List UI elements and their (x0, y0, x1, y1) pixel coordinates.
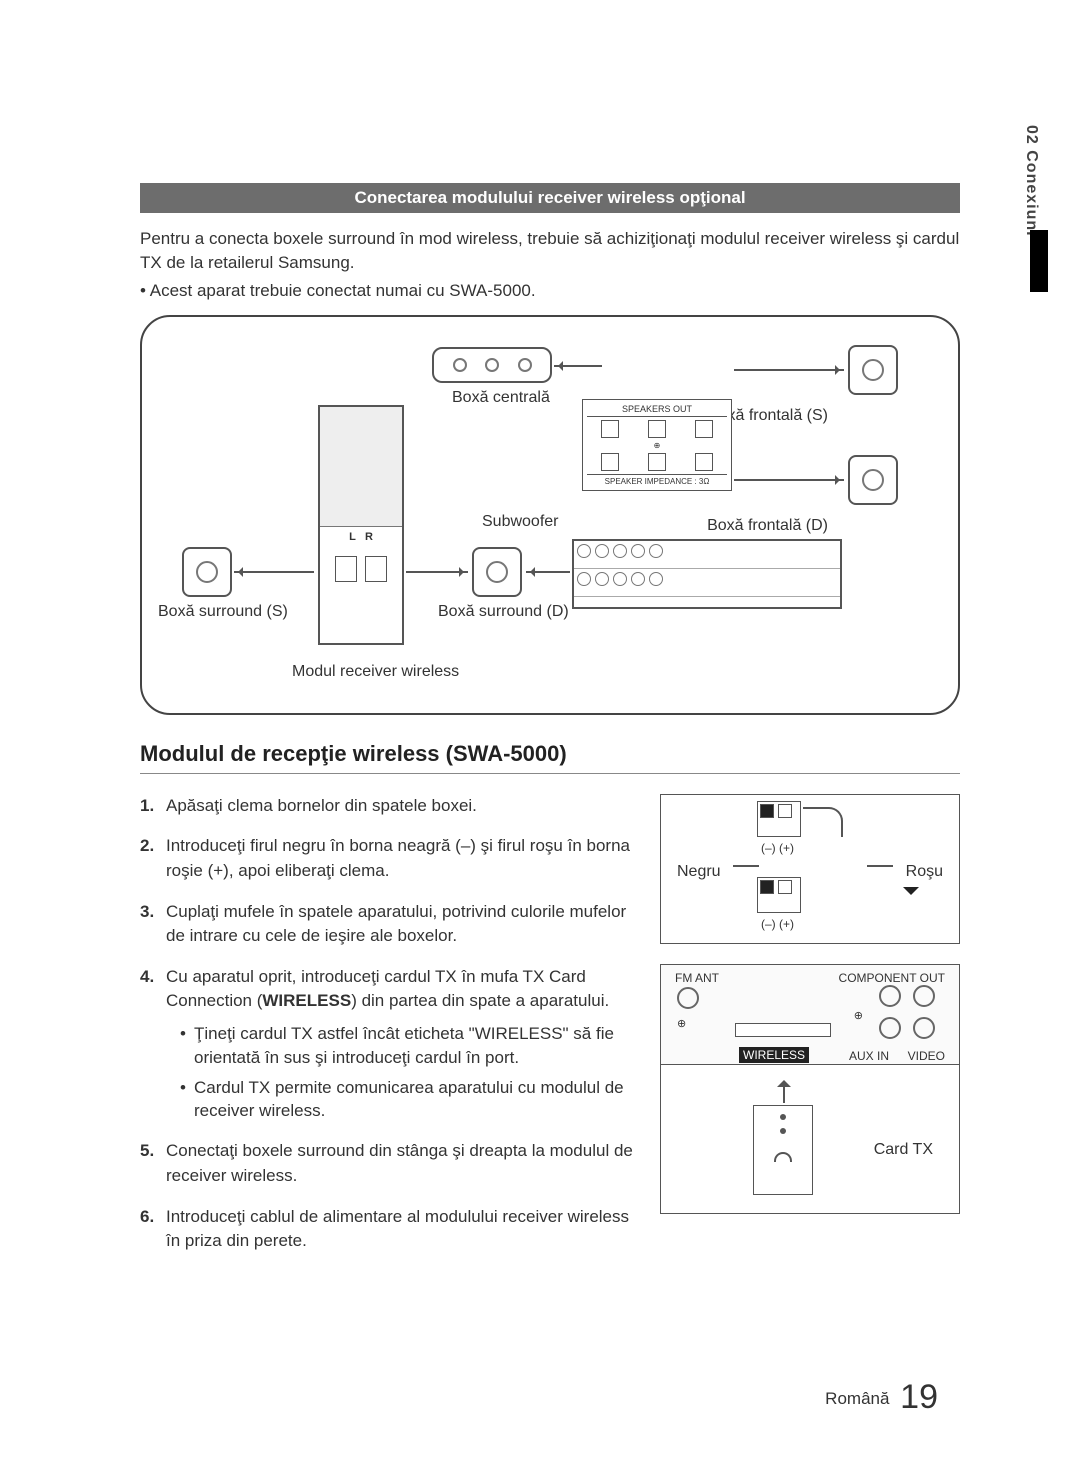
down-arrow-icon (903, 887, 919, 903)
front-s-speaker-icon (848, 345, 898, 395)
intro-paragraph: Pentru a conecta boxele surround în mod … (140, 227, 960, 275)
tx-card-icon (753, 1105, 813, 1195)
comp-jack-3-icon (879, 1017, 901, 1039)
terminal-rosu: Roşu (906, 863, 943, 881)
backpanel-top: FM ANT ⊕ COMPONENT OUT ⊕ WIRELESS AUX IN… (661, 965, 959, 1065)
bp-video-label: VIDEO (908, 1049, 945, 1063)
step-4-sub-2: Cardul TX permite comunicarea aparatului… (180, 1076, 642, 1124)
step-5: Conectaţi boxele surround din stânga şi … (140, 1139, 642, 1188)
step-4: Cu aparatul oprit, introduceţi cardul TX… (140, 965, 642, 1123)
label-wrx: Modul receiver wireless (292, 663, 459, 681)
speakers-out-title: SPEAKERS OUT (587, 404, 727, 417)
center-speaker-icon (432, 347, 552, 383)
arrow (234, 571, 314, 573)
section-title: Modulul de recepţie wireless (SWA-5000) (140, 741, 960, 774)
label-front-d: Boxă frontală (D) (707, 517, 828, 535)
connection-diagram: Boxă centrală Boxă frontală (S) Boxă fro… (140, 315, 960, 715)
surround-s-speaker-icon (182, 547, 232, 597)
bp-wireless-label: WIRELESS (739, 1047, 809, 1063)
subwoofer-icon (472, 547, 522, 597)
speaker-impedance: SPEAKER IMPEDANCE : 3Ω (587, 474, 727, 486)
step-4-sub-1: Ţineţi cardul TX astfel încât eticheta "… (180, 1022, 642, 1070)
terminal-figure: (–) (+) Negru Roşu (–) (+) (660, 794, 960, 944)
footer-page-number: 19 (900, 1378, 938, 1416)
lead-negru (733, 865, 759, 867)
step-2: Introduceţi firul negru în borna neagră … (140, 834, 642, 883)
fm-jack-icon (677, 987, 699, 1009)
label-surround-d: Boxă surround (D) (438, 603, 569, 621)
arrow (406, 571, 468, 573)
terminal-bottom-icon (757, 877, 801, 913)
bp-comp-label: COMPONENT OUT (839, 971, 945, 985)
backpanel-figure: FM ANT ⊕ COMPONENT OUT ⊕ WIRELESS AUX IN… (660, 964, 960, 1214)
steps-column: Apăsaţi clema bornelor din spatele boxei… (140, 794, 642, 1270)
step-3: Cuplaţi mufele în spatele aparatului, po… (140, 900, 642, 949)
page-content: Conectarea modulului receiver wireless o… (140, 183, 960, 1270)
main-unit-icon (572, 539, 842, 609)
terminal-top-icon (757, 801, 801, 837)
arrow-stem (783, 1085, 785, 1103)
comp-jack-1-icon (879, 985, 901, 1007)
step-4-post: ) din partea din spate a aparatului. (351, 991, 609, 1010)
label-subwoofer: Subwoofer (482, 513, 559, 531)
hand-icon (803, 807, 843, 837)
figures-column: (–) (+) Negru Roşu (–) (+) FM ANT ⊕ COMP… (660, 794, 960, 1270)
arrow (554, 365, 602, 367)
speakers-out-panel: SPEAKERS OUT ⊕ SPEAKER IMPEDANCE : 3Ω (582, 399, 732, 491)
terminal-polarity-bottom: (–) (+) (761, 917, 794, 931)
side-tab: 02 Conexiuni (1022, 125, 1040, 237)
step-1: Apăsaţi clema bornelor din spatele boxei… (140, 794, 642, 819)
tx-slot-icon (735, 1023, 831, 1037)
lead-rosu (867, 865, 893, 867)
wireless-receiver-icon: L R (318, 405, 404, 645)
terminal-polarity-top: (–) (+) (761, 841, 794, 855)
front-d-speaker-icon (848, 455, 898, 505)
arrow (526, 571, 570, 573)
step-4-bold: WIRELESS (262, 991, 351, 1010)
steps-list: Apăsaţi clema bornelor din spatele boxei… (140, 794, 642, 1254)
bp-aux-label: AUX IN (849, 1049, 889, 1063)
footer-lang: Română (825, 1389, 889, 1408)
section-header-bar: Conectarea modulului receiver wireless o… (140, 183, 960, 213)
tx-card-label: Card TX (874, 1141, 933, 1159)
side-tab-marker (1030, 230, 1048, 292)
step-6: Introduceţi cablul de alimentare al modu… (140, 1205, 642, 1254)
intro-bullet: • Acest aparat trebuie conectat numai cu… (140, 281, 960, 301)
comp-jack-4-icon (913, 1017, 935, 1039)
ground-icon: ⊕ (677, 1017, 686, 1030)
arrow (734, 479, 844, 481)
wrx-l: L (349, 531, 356, 543)
wrx-r: R (365, 531, 373, 543)
ground2-icon: ⊕ (854, 1009, 863, 1022)
terminal-negru: Negru (677, 863, 721, 881)
comp-jack-2-icon (913, 985, 935, 1007)
arrow (734, 369, 844, 371)
label-surround-s: Boxă surround (S) (158, 603, 288, 621)
label-center: Boxă centrală (452, 389, 550, 407)
bp-fm-label: FM ANT (675, 971, 719, 985)
page-footer: Română 19 (825, 1378, 938, 1417)
